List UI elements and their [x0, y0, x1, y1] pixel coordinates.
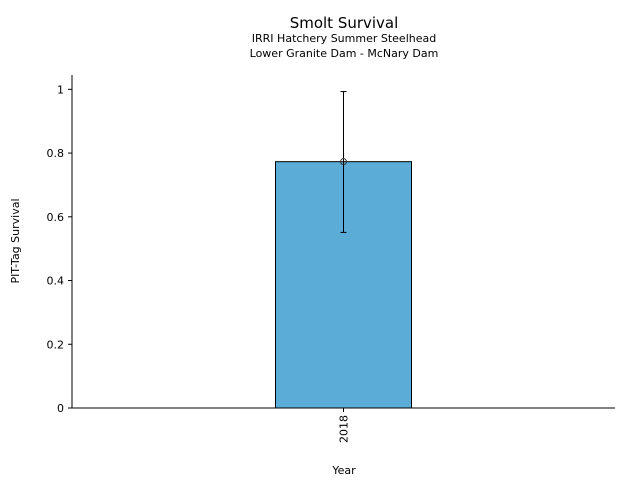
y-tick-label: 0.8 — [47, 147, 65, 160]
chart-subtitle-1: IRRI Hatchery Summer Steelhead — [252, 32, 436, 45]
plot-area: 2018 0 0.2 0.4 0.6 0.8 1 — [47, 75, 615, 443]
point-estimate-marker — [340, 158, 347, 166]
chart-subtitle-2: Lower Granite Dam - McNary Dam — [250, 47, 439, 60]
y-tick-label: 0 — [57, 402, 64, 415]
x-axis-label: Year — [331, 464, 356, 477]
y-tick-label: 1 — [57, 83, 64, 96]
y-tick-label: 0.4 — [47, 275, 65, 288]
y-tick-label: 0.2 — [47, 338, 65, 351]
y-tick-label: 0.6 — [47, 211, 65, 224]
x-tick-label: 2018 — [338, 415, 351, 443]
y-axis-label: PIT-Tag Survival — [9, 198, 22, 283]
chart-title: Smolt Survival — [290, 14, 399, 32]
